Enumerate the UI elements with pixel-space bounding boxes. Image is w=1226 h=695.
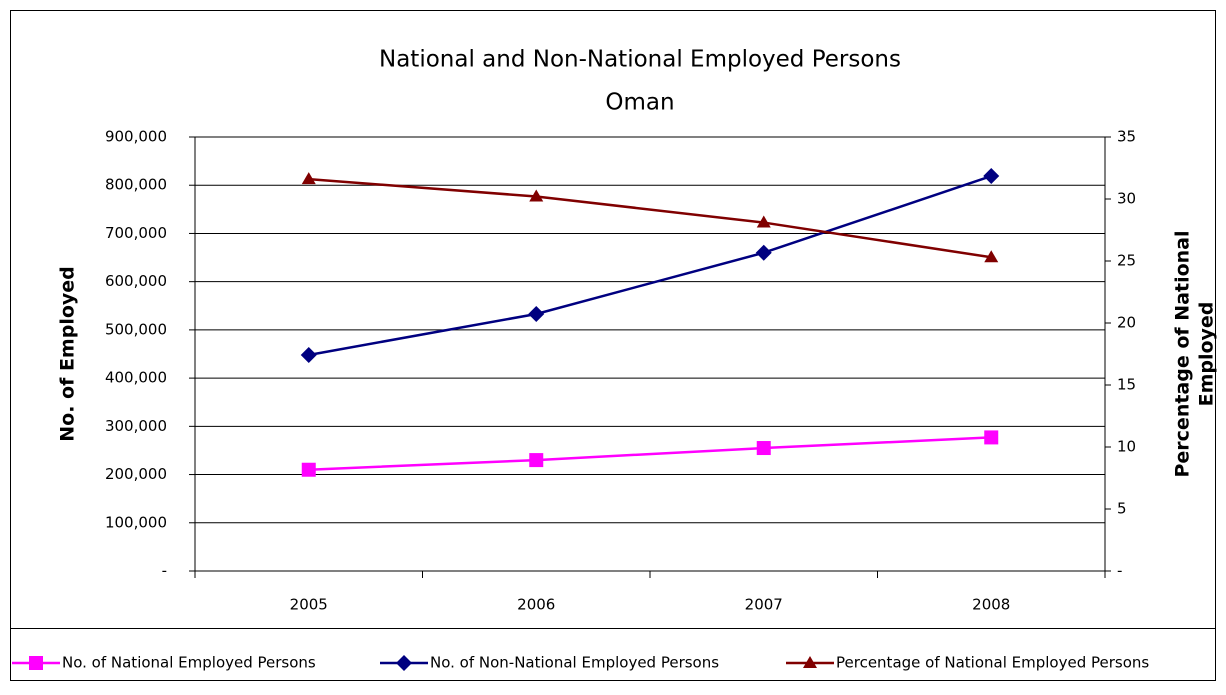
data-point xyxy=(529,453,544,468)
y2-tick-label: 20 xyxy=(1117,314,1136,332)
y2-tick-label: 5 xyxy=(1117,500,1127,518)
data-point xyxy=(529,189,544,202)
y2-axis-label: Employed xyxy=(1196,302,1218,407)
x-tick-label: 2007 xyxy=(745,596,783,614)
y-tick-label: 100,000 xyxy=(105,513,167,531)
data-point xyxy=(984,250,999,263)
legend-label: Percentage of National Employed Persons xyxy=(836,654,1149,672)
legend-marker xyxy=(396,655,412,671)
data-point xyxy=(301,172,316,185)
data-point xyxy=(756,215,771,228)
y-tick-label: 500,000 xyxy=(105,320,167,338)
y-axis-label: No. of Employed xyxy=(57,266,79,442)
x-tick-label: 2008 xyxy=(972,596,1010,614)
y2-tick-label: - xyxy=(1117,562,1122,580)
y-tick-label: 900,000 xyxy=(105,128,167,146)
data-point xyxy=(755,244,772,261)
y2-tick-label: 35 xyxy=(1117,128,1136,146)
y-tick-label: 600,000 xyxy=(105,272,167,290)
data-point xyxy=(756,441,771,456)
legend-label: No. of Non-National Employed Persons xyxy=(430,654,719,672)
y-tick-label: 700,000 xyxy=(105,224,167,242)
y2-axis-label: Percentage of National xyxy=(1172,230,1194,477)
series-line xyxy=(308,177,992,259)
y2-tick-label: 25 xyxy=(1117,252,1136,270)
legend-box xyxy=(10,628,1216,681)
x-tick-label: 2005 xyxy=(290,596,328,614)
series-line xyxy=(308,174,992,357)
y2-tick-label: 10 xyxy=(1117,438,1136,456)
series-line xyxy=(308,436,992,471)
data-point xyxy=(528,305,545,322)
data-point xyxy=(983,168,1000,185)
y2-tick-label: 15 xyxy=(1117,376,1136,394)
y-tick-label: 300,000 xyxy=(105,417,167,435)
y2-tick-label: 30 xyxy=(1117,190,1136,208)
legend-marker xyxy=(29,656,43,670)
x-tick-label: 2006 xyxy=(517,596,555,614)
legend-label: No. of National Employed Persons xyxy=(62,654,316,672)
chart-border xyxy=(10,10,1216,681)
chart-subtitle: Oman xyxy=(605,90,674,116)
y-tick-label: 800,000 xyxy=(105,176,167,194)
y-tick-label: 200,000 xyxy=(105,465,167,483)
data-point xyxy=(300,346,317,363)
y-tick-label: - xyxy=(162,562,167,580)
y-tick-label: 400,000 xyxy=(105,369,167,387)
data-point xyxy=(984,430,999,445)
data-point xyxy=(301,462,316,477)
chart-title: National and Non-National Employed Perso… xyxy=(379,47,901,73)
legend-marker xyxy=(803,656,817,668)
